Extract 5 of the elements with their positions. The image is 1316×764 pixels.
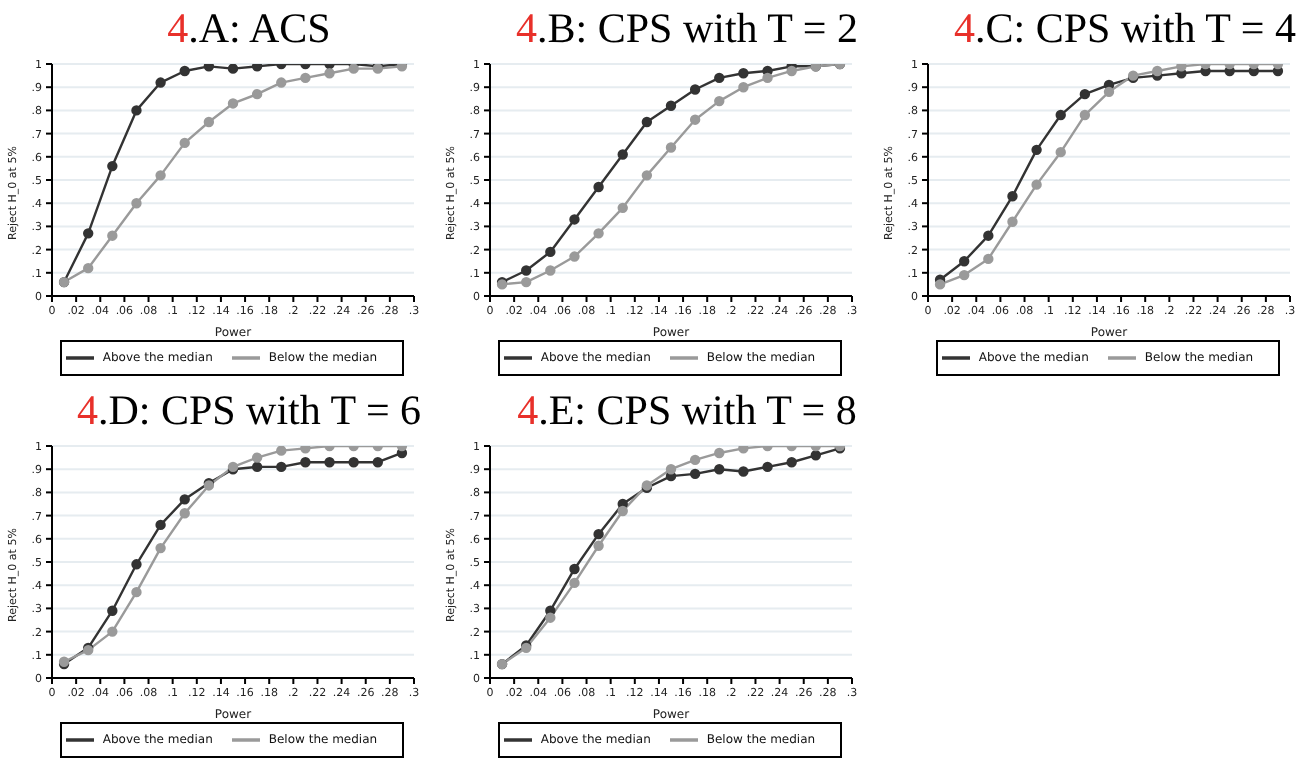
chart-title: 4.C: CPS with T = 4 [952, 2, 1298, 56]
chart-title: 4.B: CPS with T = 2 [514, 2, 860, 56]
chart-title: 4.A: ACS [165, 2, 333, 56]
chart-title: 4.D: CPS with T = 6 [74, 384, 424, 438]
chart-title: 4.E: CPS with T = 8 [515, 384, 859, 438]
